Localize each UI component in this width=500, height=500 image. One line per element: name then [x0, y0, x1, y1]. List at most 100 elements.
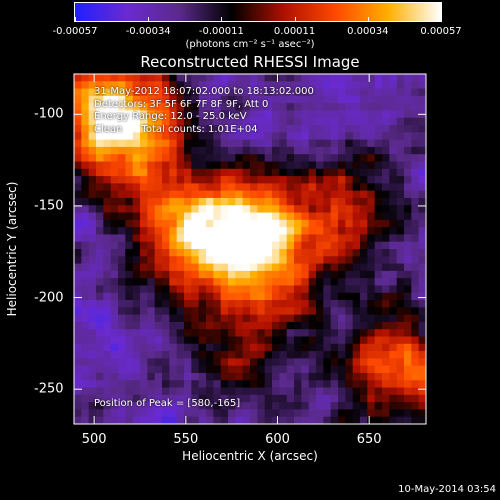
- heatmap-cell: [176, 278, 185, 287]
- heatmap-cell: [191, 307, 200, 316]
- heatmap-cell: [418, 402, 426, 411]
- heatmap-cell: [228, 321, 236, 330]
- heatmap-cell: [323, 227, 332, 236]
- heatmap-cell: [125, 256, 134, 265]
- heatmap-cell: [103, 154, 112, 163]
- heatmap-cell: [374, 372, 383, 381]
- heatmap-cell: [242, 358, 251, 367]
- heatmap-cell: [345, 132, 354, 141]
- heatmap-cell: [184, 372, 192, 381]
- heatmap-cell: [242, 176, 251, 184]
- heatmap-cell: [184, 117, 192, 126]
- heatmap-cell: [213, 88, 222, 97]
- heatmap-cell: [352, 190, 361, 199]
- heatmap-cell: [103, 365, 112, 374]
- heatmap-cell: [235, 292, 244, 301]
- heatmap-cell: [242, 256, 251, 265]
- heatmap-cell: [404, 358, 412, 367]
- heatmap-cell: [147, 161, 156, 170]
- heatmap-cell: [88, 95, 97, 104]
- colorbar-tick-label: 0.00057: [420, 26, 462, 37]
- heatmap-cell: [242, 227, 251, 236]
- heatmap-cell: [257, 409, 266, 418]
- heatmap-cell: [345, 125, 354, 133]
- heatmap-cell: [162, 387, 170, 396]
- heatmap-cell: [140, 103, 148, 112]
- heatmap-cell: [74, 278, 82, 287]
- heatmap-cell: [257, 365, 266, 374]
- heatmap-cell: [235, 263, 244, 272]
- heatmap-cell: [184, 292, 192, 301]
- heatmap-cell: [294, 95, 302, 104]
- heatmap-cell: [169, 307, 178, 316]
- heatmap-cell: [411, 329, 420, 338]
- heatmap-cell: [147, 190, 156, 199]
- heatmap-cell: [286, 285, 295, 294]
- heatmap-cell: [301, 197, 310, 206]
- heatmap-cell: [81, 88, 90, 97]
- heatmap-cell: [308, 336, 317, 345]
- heatmap-cell: [352, 365, 361, 374]
- heatmap-cell: [338, 278, 346, 287]
- heatmap-cell: [374, 219, 383, 228]
- heatmap-cell: [323, 146, 332, 155]
- heatmap-cell: [191, 161, 200, 170]
- heatmap-cell: [374, 197, 383, 206]
- heatmap-cell: [169, 125, 178, 133]
- heatmap-cell: [345, 314, 354, 323]
- heatmap-cell: [389, 394, 398, 403]
- y-tick-label: -150: [34, 198, 64, 214]
- heatmap-cell: [176, 307, 185, 316]
- heatmap-cell: [404, 227, 412, 236]
- heatmap-cell: [360, 146, 368, 155]
- heatmap-cell: [367, 256, 376, 265]
- heatmap-cell: [220, 154, 229, 163]
- heatmap-cell: [154, 394, 163, 403]
- heatmap-cell: [382, 176, 390, 184]
- heatmap-cell: [301, 263, 310, 272]
- heatmap-cell: [382, 300, 390, 308]
- heatmap-cell: [360, 402, 368, 411]
- heatmap-cell: [162, 365, 170, 374]
- heatmap-cell: [264, 351, 273, 359]
- heatmap-cell: [264, 74, 273, 82]
- heatmap-cell: [191, 278, 200, 287]
- heatmap-cell: [301, 154, 310, 163]
- heatmap-cell: [169, 314, 178, 323]
- heatmap-cell: [242, 161, 251, 170]
- heatmap-cell: [198, 300, 207, 308]
- heatmap-cell: [294, 270, 302, 279]
- heatmap-cell: [213, 161, 222, 170]
- heatmap-cell: [411, 321, 420, 330]
- heatmap-cell: [184, 351, 192, 359]
- heatmap-cell: [323, 249, 332, 257]
- heatmap-cell: [198, 190, 207, 199]
- heatmap-cell: [220, 329, 229, 338]
- heatmap-cell: [198, 329, 207, 338]
- heatmap-cell: [279, 219, 288, 228]
- heatmap-cell: [330, 372, 339, 381]
- heatmap-cell: [206, 81, 214, 90]
- heatmap-cell: [382, 117, 390, 126]
- heatmap-cell: [345, 409, 354, 418]
- heatmap-cell: [235, 329, 244, 338]
- heatmap-cell: [125, 88, 134, 97]
- heatmap-cell: [169, 249, 178, 257]
- heatmap-cell: [110, 125, 119, 133]
- heatmap-cell: [257, 358, 266, 367]
- heatmap-cell: [206, 307, 214, 316]
- heatmap-cell: [74, 372, 82, 381]
- heatmap-cell: [169, 270, 178, 279]
- heatmap-cell: [382, 292, 390, 301]
- heatmap-cell: [308, 314, 317, 323]
- heatmap-cell: [257, 146, 266, 155]
- heatmap-cell: [242, 205, 251, 214]
- heatmap-cell: [352, 263, 361, 272]
- heatmap-cell: [411, 285, 420, 294]
- heatmap-cell: [184, 270, 192, 279]
- heatmap-cell: [154, 365, 163, 374]
- heatmap-cell: [242, 314, 251, 323]
- heatmap-cell: [132, 95, 141, 104]
- heatmap-cell: [294, 74, 302, 82]
- heatmap-cell: [96, 88, 104, 97]
